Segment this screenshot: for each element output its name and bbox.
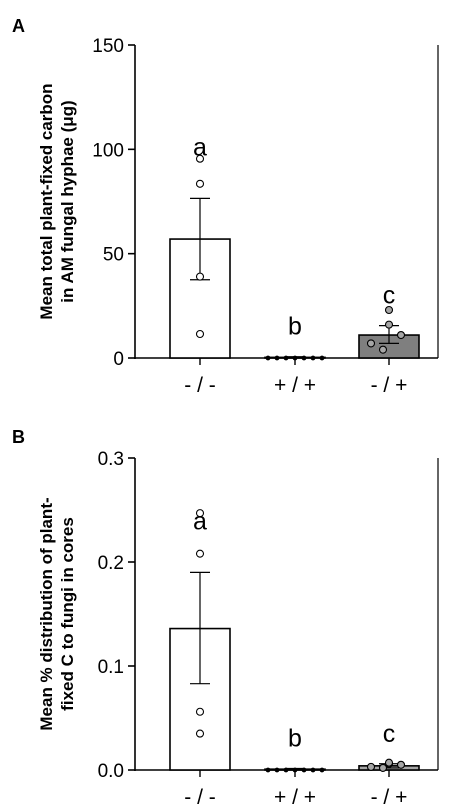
significance-letter: a [193,507,207,535]
x-tick-label: - / + [371,786,408,807]
data-point [265,767,271,773]
x-tick-label: - / - [184,786,216,807]
data-point [366,762,376,771]
significance-letter: a [193,133,207,161]
data-point [265,355,271,361]
y-tick-label: 0.0 [98,761,124,782]
data-point [195,329,205,339]
data-point [319,767,325,773]
data-point [384,320,394,329]
data-point [310,767,316,773]
data-point [274,355,280,361]
data-point [396,330,406,340]
x-tick-label: - / - [184,374,216,397]
y-tick-label: 150 [92,36,124,57]
data-point [366,339,376,348]
data-point [378,345,388,354]
significance-letter: b [288,313,302,341]
y-axis-label: Mean total plant-fixed carbon in AM funga… [37,83,77,319]
panel-letter: B [12,427,25,447]
y-tick-label: 0 [113,349,124,370]
y-tick-label: 0.3 [98,449,124,470]
data-point [195,707,205,716]
data-point [384,305,394,315]
y-axis-label-line: Mean % distribution of plant- [37,497,56,730]
data-point [195,729,205,738]
y-axis-label-line: fixed C to fungi in cores [58,517,77,711]
data-point [195,179,205,188]
y-tick-label: 100 [92,140,124,161]
data-point [310,355,316,361]
significance-letter: c [383,720,396,748]
data-point [396,760,406,769]
data-point [301,767,307,773]
data-point [378,763,388,772]
significance-letter: b [288,724,302,752]
x-tick-label: + / + [274,786,316,807]
y-axis-label-line: in AM fungal hyphae (μg) [58,100,77,302]
data-point [195,272,205,281]
y-tick-label: 0.1 [98,657,124,678]
data-point [283,767,289,773]
data-point [195,549,205,558]
data-point [301,355,307,361]
data-point [195,509,205,518]
y-axis-label-line: Mean total plant-fixed carbon [37,83,56,319]
y-tick-label: 0.2 [98,553,124,574]
x-tick-label: - / + [371,374,408,397]
significance-letter: c [383,282,396,310]
panel-a: A 0 50 100 150 Mean total plant-fixed carbon i… [12,16,439,397]
y-tick-label: 50 [103,245,124,266]
data-point [195,154,205,163]
panel-b: B 0.0 0.1 0.2 0.3 Mean % distribution of plan… [12,427,439,807]
data-point [319,355,325,361]
panel-letter: A [12,16,25,36]
y-axis-label: Mean % distribution of plant-fixed C to … [37,497,77,730]
data-point [274,767,280,773]
x-tick-label: + / + [274,374,316,397]
data-point [283,355,289,361]
data-point [384,758,394,767]
